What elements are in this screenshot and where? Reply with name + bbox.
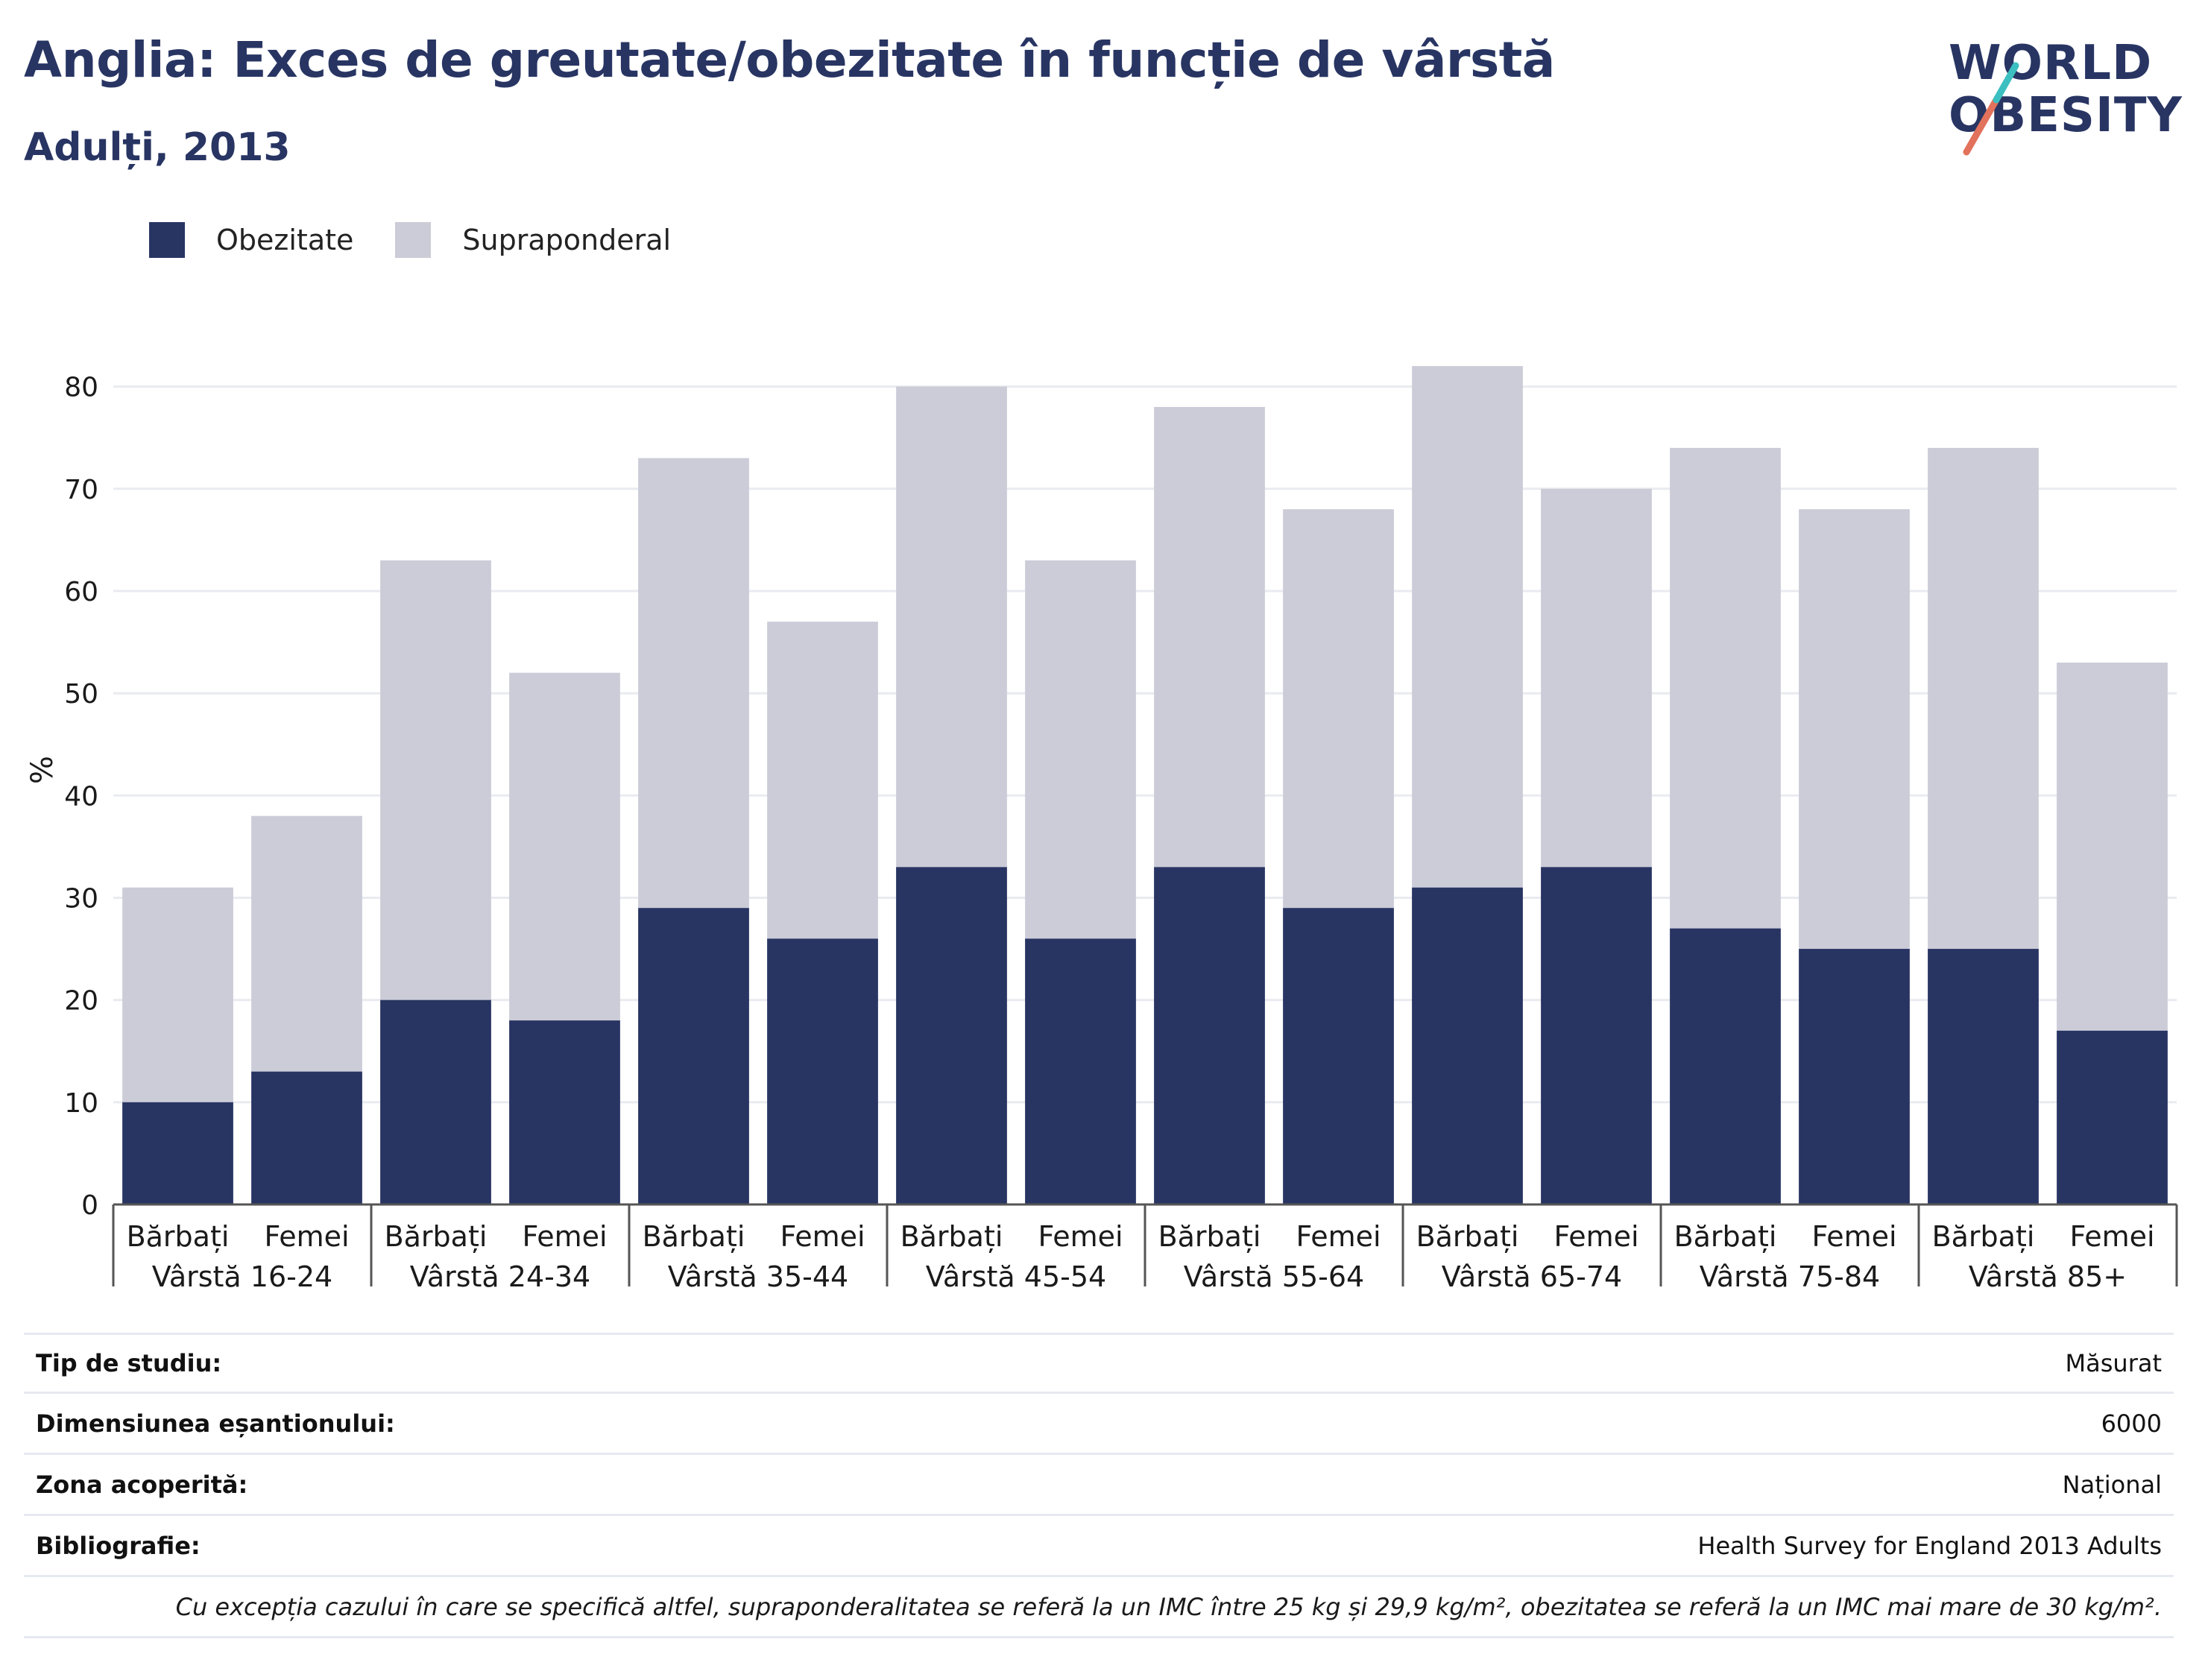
bar-obesity	[896, 867, 1007, 1204]
bar-obesity	[1799, 949, 1910, 1204]
page-title: Anglia: Exces de greutate/obezitate în f…	[24, 31, 1555, 89]
info-value: Măsurat	[2065, 1349, 2162, 1377]
legend-item-obesity[interactable]: Obezitate	[149, 222, 353, 258]
bar-overweight	[1928, 447, 2039, 950]
bar-overweight	[1541, 488, 1652, 868]
x-tick-label: Bărbați	[1158, 1220, 1261, 1253]
legend-label-obesity: Obezitate	[216, 224, 354, 256]
group-label: Vârstă 24-34	[410, 1260, 590, 1293]
x-tick-label: Femei	[1811, 1220, 1896, 1253]
bar-overweight	[1025, 560, 1136, 939]
bar-overweight	[1799, 509, 1910, 950]
y-tick-label: 60	[64, 577, 98, 607]
x-tick-label: Bărbați	[1932, 1220, 2035, 1253]
logo-line-1: WORLD	[1949, 36, 2153, 91]
bar-overweight	[251, 815, 362, 1072]
bar-obesity	[380, 1000, 491, 1204]
group-label: Vârstă 45-54	[926, 1260, 1106, 1293]
x-tick-label: Bărbați	[900, 1220, 1003, 1253]
x-tick-label: Femei	[264, 1220, 349, 1253]
info-row-study-type: Tip de studiu: Măsurat	[24, 1333, 2174, 1394]
y-tick-label: 80	[64, 373, 98, 403]
x-tick-label: Bărbați	[643, 1220, 745, 1253]
info-label: Zona acoperită:	[36, 1470, 248, 1499]
legend-label-overweight: Supraponderal	[462, 224, 672, 256]
bar-obesity	[767, 938, 878, 1204]
chart-legend: Obezitate Supraponderal	[149, 222, 713, 258]
bar-overweight	[767, 622, 878, 939]
y-tick-label: 10	[64, 1088, 98, 1119]
world-obesity-logo: WORLD OBESITY	[1938, 19, 2192, 161]
legend-swatch-overweight	[395, 222, 432, 258]
bar-overweight	[896, 386, 1007, 868]
x-tick-label: Femei	[1553, 1220, 1638, 1253]
group-label: Vârstă 16-24	[152, 1260, 332, 1293]
group-label: Vârstă 35-44	[668, 1260, 848, 1293]
bar-obesity	[1670, 928, 1781, 1204]
group-label: Vârstă 85+	[1969, 1260, 2127, 1293]
info-label: Tip de studiu:	[36, 1349, 222, 1377]
info-value: Health Survey for England 2013 Adults	[1697, 1531, 2162, 1560]
bar-obesity	[1541, 867, 1652, 1204]
x-tick-label: Bărbați	[127, 1220, 230, 1253]
y-tick-label: 30	[64, 883, 98, 914]
x-tick-label: Bărbați	[1674, 1220, 1777, 1253]
info-label: Dimensiunea eșantionului:	[36, 1409, 395, 1438]
logo-slash-icon	[1963, 62, 2019, 156]
y-tick-label: 40	[64, 781, 98, 812]
bar-obesity	[251, 1071, 362, 1204]
info-row-area-covered: Zona acoperită: Național	[24, 1455, 2174, 1516]
bar-obesity	[509, 1020, 620, 1204]
bar-obesity	[122, 1102, 233, 1204]
info-label: Bibliografie:	[36, 1531, 201, 1560]
page-subtitle: Adulți, 2013	[24, 125, 291, 170]
group-label: Vârstă 65-74	[1442, 1260, 1622, 1293]
legend-item-overweight[interactable]: Supraponderal	[395, 222, 671, 258]
y-tick-label: 0	[81, 1190, 98, 1221]
x-tick-label: Femei	[1038, 1220, 1123, 1253]
y-tick-label: 50	[64, 679, 98, 710]
group-label: Vârstă 55-64	[1184, 1260, 1364, 1293]
info-row-sample-size: Dimensiunea eșantionului: 6000	[24, 1394, 2174, 1455]
x-tick-label: Femei	[1296, 1220, 1381, 1253]
bar-obesity	[1283, 908, 1394, 1204]
bar-overweight	[1670, 447, 1781, 929]
info-value: 6000	[2101, 1409, 2162, 1438]
bar-obesity	[1412, 887, 1523, 1204]
bar-overweight	[380, 560, 491, 1000]
info-row-bibliography: Bibliografie: Health Survey for England …	[24, 1516, 2174, 1577]
bar-overweight	[509, 672, 620, 1021]
footnote: Cu excepția cazului în care se specifică…	[24, 1577, 2174, 1638]
bar-overweight	[1154, 407, 1265, 868]
info-table: Tip de studiu: Măsurat Dimensiunea eșant…	[24, 1333, 2174, 1638]
bar-overweight	[1283, 509, 1394, 909]
bar-obesity	[638, 908, 749, 1204]
bar-obesity	[1928, 949, 2039, 1204]
bar-obesity	[2057, 1030, 2168, 1204]
bar-obesity	[1154, 867, 1265, 1204]
y-axis-label: %	[25, 756, 60, 784]
y-tick-label: 70	[64, 475, 98, 505]
group-label: Vârstă 75-84	[1700, 1260, 1880, 1293]
x-tick-label: Bărbați	[385, 1220, 488, 1253]
stacked-bar-chart: 0 10 20 30 40 50 60 70 80% Bărbați Femei Bărbați Fem…	[25, 366, 2178, 1293]
x-tick-label: Femei	[780, 1220, 865, 1253]
x-tick-label: Femei	[2069, 1220, 2154, 1253]
bar-obesity	[1025, 938, 1136, 1204]
bar-overweight	[1412, 366, 1523, 888]
x-tick-label: Bărbați	[1416, 1220, 1519, 1253]
bar-overweight	[2057, 662, 2168, 1031]
bar-overweight	[638, 458, 749, 909]
y-tick-label: 20	[64, 986, 98, 1017]
info-value: Național	[2062, 1470, 2162, 1499]
legend-swatch-obesity	[149, 222, 185, 258]
bar-overweight	[122, 887, 233, 1102]
x-tick-label: Femei	[522, 1220, 607, 1253]
